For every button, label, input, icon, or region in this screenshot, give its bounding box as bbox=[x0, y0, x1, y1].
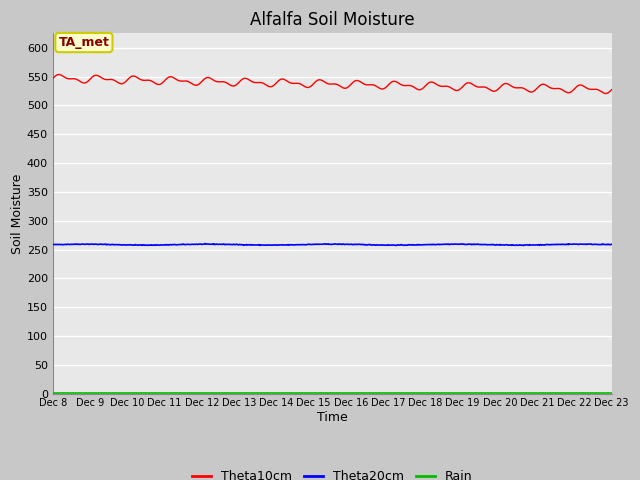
Legend: Theta10cm, Theta20cm, Rain: Theta10cm, Theta20cm, Rain bbox=[187, 465, 477, 480]
Y-axis label: Soil Moisture: Soil Moisture bbox=[11, 173, 24, 254]
Text: TA_met: TA_met bbox=[58, 36, 109, 49]
X-axis label: Time: Time bbox=[317, 411, 348, 424]
Title: Alfalfa Soil Moisture: Alfalfa Soil Moisture bbox=[250, 11, 415, 29]
